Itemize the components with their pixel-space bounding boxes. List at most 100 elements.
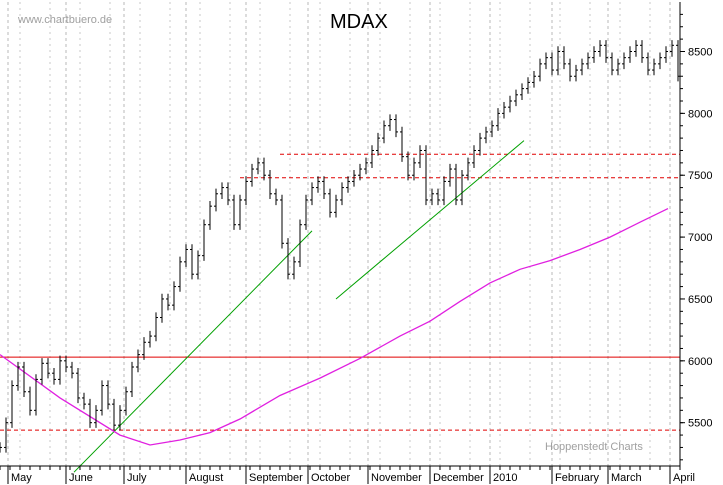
- price-bar: [100, 380, 104, 416]
- price-bar: [532, 71, 536, 88]
- price-bar: [544, 52, 548, 70]
- price-bar: [298, 219, 302, 268]
- price-bar: [154, 312, 158, 342]
- price-bar: [202, 219, 206, 261]
- price-bar: [616, 58, 620, 76]
- price-bar: [634, 40, 638, 57]
- price-bar: [646, 52, 650, 76]
- price-bar: [142, 337, 146, 360]
- price-bar: [244, 176, 248, 206]
- price-bar: [508, 95, 512, 113]
- price-bar: [190, 244, 194, 280]
- price-bar: [322, 176, 326, 199]
- price-bar: [586, 52, 590, 70]
- price-bar: [376, 132, 380, 156]
- price-bar: [676, 40, 680, 82]
- price-bar: [370, 145, 374, 169]
- price-bar: [448, 163, 452, 187]
- x-tick-label: June: [69, 472, 93, 484]
- price-bar: [112, 398, 116, 431]
- price-bar: [394, 114, 398, 138]
- x-tick-label: August: [189, 472, 223, 484]
- grid: [7, 2, 671, 466]
- price-bar: [430, 188, 434, 206]
- price-bar: [574, 64, 578, 82]
- price-bar: [640, 40, 644, 63]
- price-bar: [436, 188, 440, 206]
- x-tick-label: September: [249, 472, 303, 484]
- price-bar: [214, 188, 218, 212]
- y-tick-label: 5500: [688, 418, 712, 430]
- price-bar: [652, 58, 656, 76]
- price-bar: [484, 126, 488, 144]
- price-bar: [292, 256, 296, 280]
- price-bar: [178, 256, 182, 292]
- trend-line-1: [73, 230, 313, 473]
- reference-lines: [0, 140, 680, 473]
- price-bar: [70, 361, 74, 379]
- price-bar: [76, 368, 80, 404]
- price-bar: [238, 194, 242, 230]
- price-bar: [382, 120, 386, 144]
- y-tick-label: 6500: [688, 294, 712, 306]
- watermark-bottom: Hoppenstedt Charts: [545, 441, 643, 453]
- price-bar: [148, 330, 152, 348]
- price-bar: [28, 386, 32, 416]
- price-bar: [0, 442, 2, 453]
- price-bar: [424, 145, 428, 206]
- price-bar: [580, 58, 584, 76]
- price-bar: [88, 398, 92, 428]
- price-bar: [550, 52, 554, 76]
- price-bar: [256, 157, 260, 175]
- price-bar: [460, 170, 464, 206]
- watermark-top: www.chartbuero.de: [17, 14, 112, 26]
- price-bar: [490, 120, 494, 138]
- price-bar: [52, 368, 56, 385]
- price-bar: [226, 182, 230, 206]
- price-bar: [16, 361, 20, 391]
- price-bar: [94, 405, 98, 428]
- price-bar: [592, 46, 596, 63]
- price-bar: [628, 46, 632, 63]
- price-bar: [232, 194, 236, 230]
- price-bar: [172, 281, 176, 311]
- price-bar: [604, 40, 608, 63]
- price-bar: [280, 194, 284, 249]
- price-bar: [514, 89, 518, 107]
- price-bar: [106, 380, 110, 410]
- price-bar: [622, 52, 626, 70]
- price-bar: [118, 405, 122, 431]
- price-bar: [610, 52, 614, 76]
- x-tick-label: February: [555, 472, 600, 484]
- price-bar: [502, 101, 506, 119]
- moving-average-line: [0, 208, 669, 446]
- x-tick-label: October: [311, 472, 350, 484]
- price-bar: [454, 163, 458, 206]
- x-tick-label: December: [433, 472, 484, 484]
- price-bars: [0, 40, 680, 453]
- price-bar: [136, 349, 140, 373]
- price-bar: [40, 358, 44, 385]
- price-bar: [658, 52, 662, 70]
- price-bar: [526, 77, 530, 94]
- price-bar: [562, 46, 566, 70]
- price-bar: [478, 132, 482, 156]
- price-bar: [418, 145, 422, 169]
- price-bar: [340, 182, 344, 206]
- y-tick-label: 7000: [688, 232, 712, 244]
- price-bar: [406, 151, 410, 181]
- price-bar: [496, 108, 500, 131]
- price-bar: [196, 250, 200, 280]
- y-tick-label: 8500: [688, 46, 712, 58]
- axes: 5500 6000 6500 7000 7500 8000 8500 May June July A…: [0, 2, 712, 484]
- price-bar: [58, 355, 62, 385]
- price-bar: [304, 194, 308, 230]
- price-bar: [472, 145, 476, 169]
- price-bar: [334, 194, 338, 218]
- price-bar: [268, 170, 272, 199]
- chart-title: MDAX: [330, 11, 388, 33]
- price-bar: [412, 157, 416, 181]
- price-bar: [388, 114, 392, 131]
- x-tick-label: 2010: [493, 472, 517, 484]
